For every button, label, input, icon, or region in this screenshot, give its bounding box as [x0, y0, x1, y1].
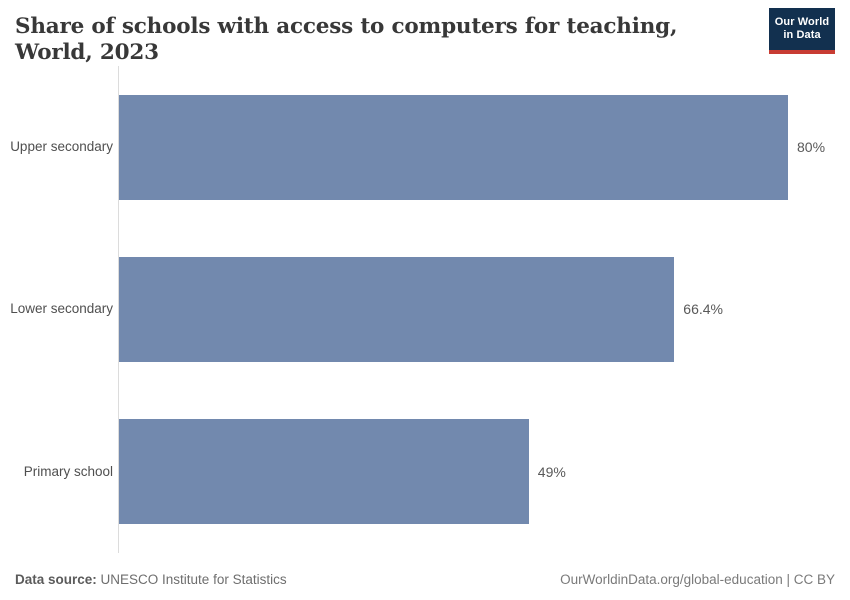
- chart-footer: Data source: UNESCO Institute for Statis…: [15, 572, 835, 587]
- bar-row: Lower secondary 66.4%: [0, 228, 850, 390]
- bar-track: 66.4%: [119, 256, 850, 362]
- bar-chart: Upper secondary 80% Lower secondary 66.4…: [0, 66, 850, 553]
- category-label: Lower secondary: [10, 301, 113, 317]
- data-source-text: UNESCO Institute for Statistics: [96, 572, 287, 587]
- category-label: Upper secondary: [10, 139, 113, 155]
- y-axis-line: [118, 66, 119, 553]
- bar-primary-school[interactable]: [119, 419, 529, 525]
- bar-rows: Upper secondary 80% Lower secondary 66.4…: [0, 66, 850, 553]
- value-label: 49%: [537, 463, 566, 480]
- bar-row: Primary school 49%: [0, 391, 850, 553]
- attribution-link[interactable]: OurWorldinData.org/global-education | CC…: [560, 572, 835, 587]
- page-title: Share of schools with access to computer…: [15, 14, 678, 65]
- owid-logo-line1: Our World: [774, 16, 830, 28]
- bar-row: Upper secondary 80%: [0, 66, 850, 228]
- chart-header: Share of schools with access to computer…: [0, 0, 850, 65]
- owid-logo[interactable]: Our World in Data: [769, 8, 835, 54]
- owid-logo-line2: in Data: [783, 29, 821, 41]
- bar-upper-secondary[interactable]: [119, 94, 788, 200]
- bar-track: 49%: [119, 419, 850, 525]
- value-label: 80%: [797, 139, 826, 156]
- data-source-label: Data source:: [15, 572, 97, 587]
- bar-track: 80%: [119, 94, 850, 200]
- bar-lower-secondary[interactable]: [119, 256, 675, 362]
- value-label: 66.4%: [683, 301, 723, 318]
- category-label: Primary school: [23, 463, 113, 479]
- data-source: Data source: UNESCO Institute for Statis…: [15, 572, 287, 587]
